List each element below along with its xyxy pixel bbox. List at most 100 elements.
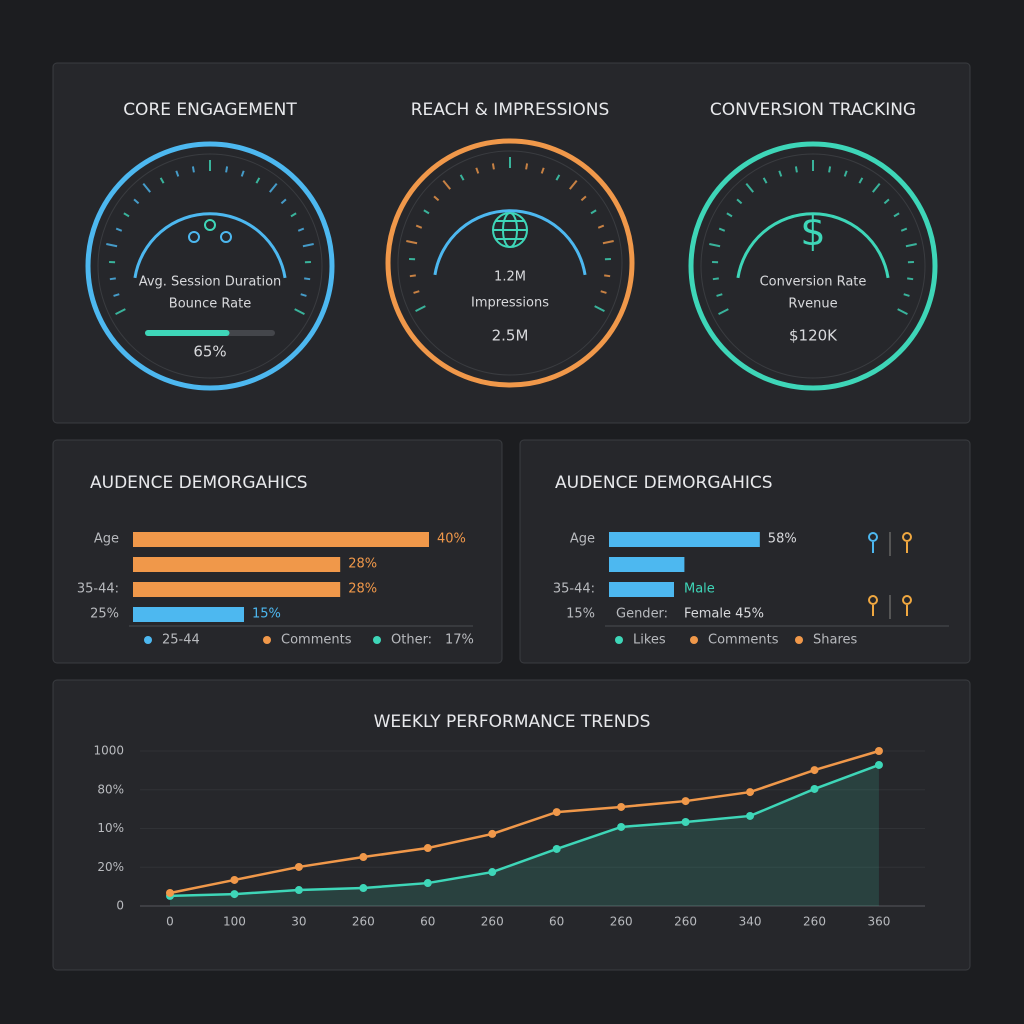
gauge-tick bbox=[897, 308, 908, 316]
legend-dot bbox=[263, 636, 271, 644]
gauge-tick bbox=[843, 170, 848, 177]
gauge-tick bbox=[604, 274, 611, 278]
gauge-tick bbox=[893, 212, 900, 218]
legend-label: Comments bbox=[281, 633, 352, 648]
gauge-arc bbox=[736, 212, 890, 279]
panel-title: AUDENCE DEMORGAHICS bbox=[555, 473, 773, 493]
gauge-tick bbox=[297, 227, 305, 232]
gauge-title: CONVERSION TRACKING bbox=[710, 100, 916, 120]
area bbox=[170, 764, 879, 906]
point bbox=[681, 817, 690, 826]
point bbox=[874, 760, 883, 769]
point bbox=[230, 890, 239, 899]
gauge-title: REACH & IMPRESSIONS bbox=[411, 100, 610, 120]
y-tick-label: 10% bbox=[97, 821, 124, 835]
value-label: 28% bbox=[348, 582, 377, 597]
point bbox=[874, 747, 883, 755]
legend-label: Shares bbox=[813, 633, 858, 648]
value-label: 28% bbox=[348, 557, 377, 572]
point bbox=[359, 853, 368, 862]
point bbox=[681, 797, 690, 806]
gauge-tick bbox=[142, 182, 151, 193]
gauge-tick bbox=[580, 195, 587, 202]
point bbox=[810, 784, 819, 793]
point bbox=[488, 829, 497, 838]
gauge-tick bbox=[597, 224, 605, 229]
value-label: 40% bbox=[437, 532, 466, 547]
gauge-tick bbox=[302, 242, 314, 248]
gauge-icon: $ bbox=[800, 209, 825, 255]
bar bbox=[133, 607, 244, 622]
gauge-tick bbox=[569, 179, 578, 190]
y-tick-label: 0 bbox=[116, 899, 124, 913]
gauge-tick bbox=[290, 212, 297, 218]
point bbox=[423, 844, 432, 853]
x-tick-label: 30 bbox=[291, 915, 306, 929]
x-tick-label: 360 bbox=[867, 915, 890, 929]
gauge-arc bbox=[133, 212, 287, 279]
x-tick-label: 340 bbox=[739, 915, 762, 929]
legend-label: Other: bbox=[391, 633, 432, 648]
point bbox=[294, 886, 303, 895]
x-tick-label: 260 bbox=[481, 915, 504, 929]
gauge-tick bbox=[716, 293, 723, 297]
gauge-tick bbox=[709, 242, 721, 248]
x-tick-label: 260 bbox=[352, 915, 375, 929]
point bbox=[617, 822, 626, 831]
gauge-tick bbox=[905, 242, 917, 248]
gauge-tick bbox=[175, 170, 180, 177]
gauge-tick bbox=[872, 182, 881, 193]
line bbox=[169, 749, 880, 895]
point bbox=[423, 879, 432, 888]
gauge-tick bbox=[115, 227, 123, 232]
gauge-tick bbox=[304, 277, 311, 281]
value-label: 58% bbox=[768, 532, 797, 547]
point bbox=[746, 788, 755, 797]
legend-dot bbox=[615, 636, 623, 644]
gauge-tick bbox=[269, 182, 278, 193]
gauge-tick bbox=[433, 195, 440, 202]
gauge-tick bbox=[736, 198, 743, 205]
category-label: Age bbox=[570, 532, 595, 547]
x-tick-label: 60 bbox=[549, 915, 564, 929]
bar bbox=[609, 557, 685, 572]
point bbox=[617, 802, 626, 811]
progress-label: 65% bbox=[193, 343, 226, 361]
gauge-tick bbox=[745, 182, 754, 193]
gauge-tick bbox=[883, 198, 890, 205]
gauge-tick bbox=[778, 170, 783, 177]
legend-dot bbox=[144, 636, 152, 644]
gauge-tick bbox=[903, 293, 910, 297]
gauge-tick bbox=[109, 277, 116, 281]
annotation: Female 45% bbox=[684, 607, 764, 622]
x-tick-label: 260 bbox=[610, 915, 633, 929]
y-tick-label: 20% bbox=[97, 860, 124, 874]
gauge-label: $120K bbox=[789, 327, 838, 345]
bar bbox=[609, 532, 760, 547]
gauge-tick bbox=[590, 209, 597, 215]
gauge-tick bbox=[828, 166, 832, 173]
gauge-tick bbox=[540, 167, 545, 174]
gauge-tick bbox=[106, 242, 118, 248]
point bbox=[166, 888, 174, 897]
point bbox=[746, 811, 755, 820]
gauge-tick bbox=[858, 177, 864, 184]
point bbox=[810, 766, 819, 775]
point bbox=[294, 862, 303, 871]
gauge-tick bbox=[123, 212, 130, 218]
gauge-tick bbox=[442, 179, 451, 190]
gauge-title: CORE ENGAGEMENT bbox=[123, 100, 297, 120]
x-tick-label: 260 bbox=[803, 915, 826, 929]
value-label: 15% bbox=[252, 607, 281, 622]
gauge-inner-ring bbox=[97, 153, 323, 379]
point bbox=[359, 884, 368, 893]
gauge-tick bbox=[718, 227, 726, 232]
category-label: 15% bbox=[566, 607, 595, 622]
gauge-ring bbox=[85, 141, 335, 391]
bar bbox=[133, 582, 341, 597]
gauge-tick bbox=[300, 293, 307, 297]
gauge-ring bbox=[385, 138, 635, 388]
bar bbox=[609, 582, 674, 597]
point bbox=[230, 875, 239, 884]
y-tick-label: 80% bbox=[97, 782, 124, 796]
